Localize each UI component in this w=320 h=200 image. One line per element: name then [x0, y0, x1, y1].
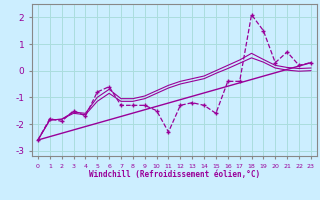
X-axis label: Windchill (Refroidissement éolien,°C): Windchill (Refroidissement éolien,°C): [89, 170, 260, 179]
